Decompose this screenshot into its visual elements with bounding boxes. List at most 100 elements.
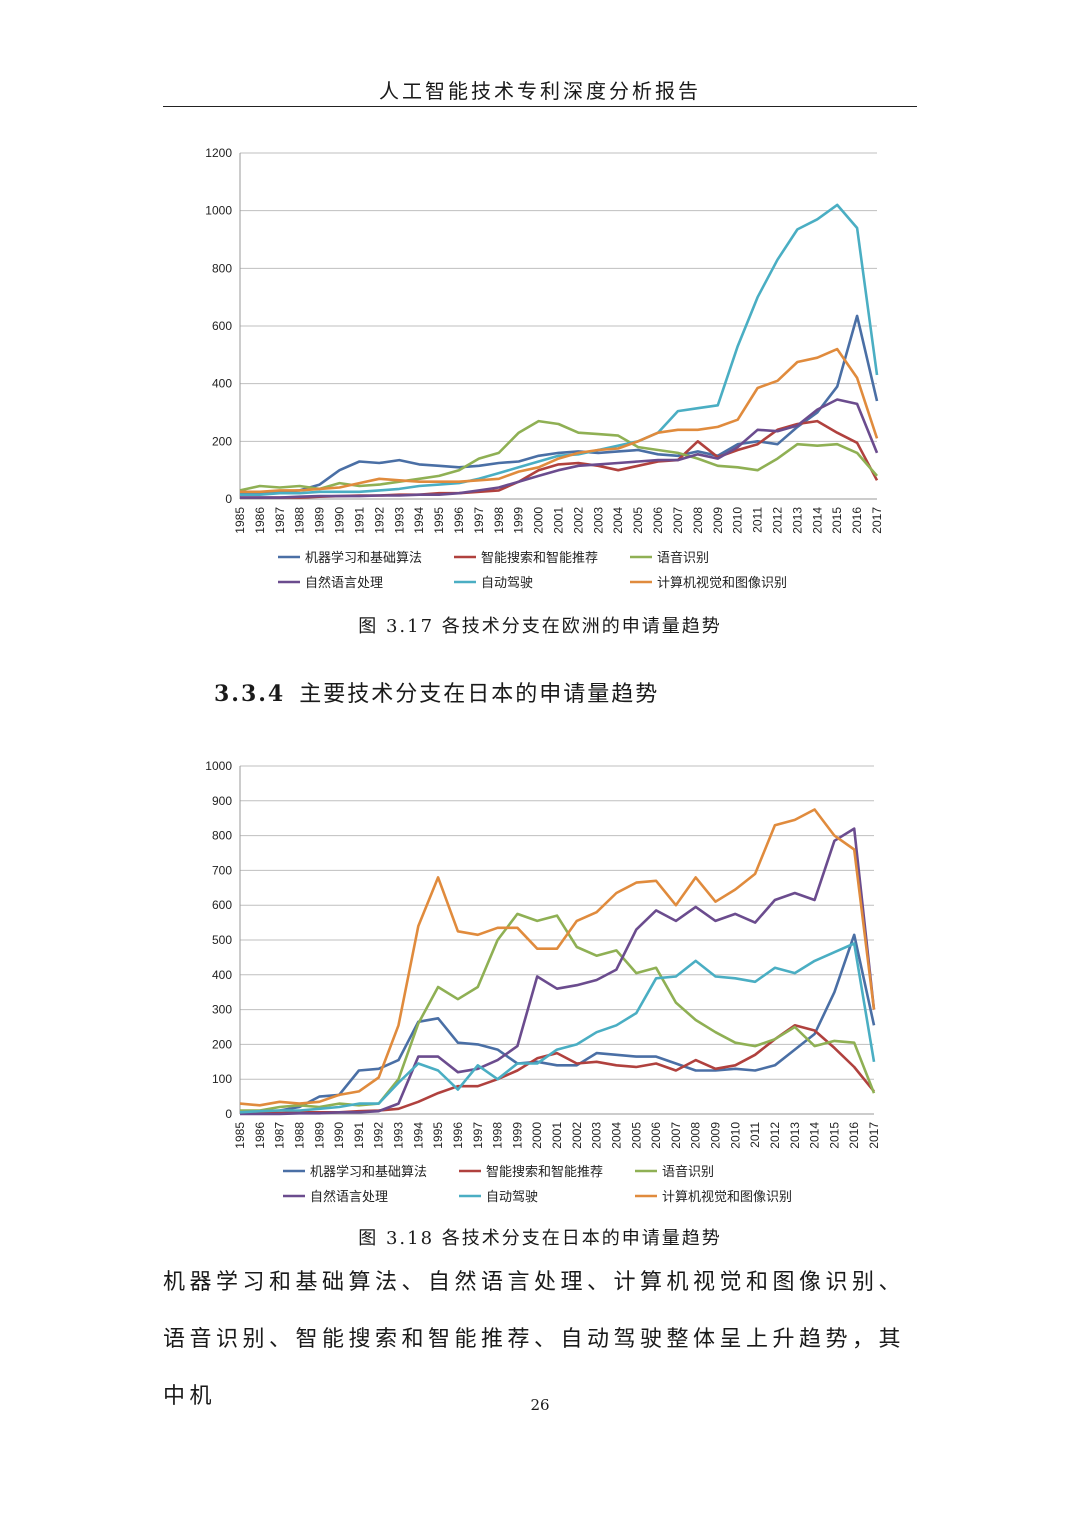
series-line-3 <box>240 398 879 499</box>
x-tick-label: 2001 <box>552 507 566 534</box>
legend-label: 计算机视觉和图像识别 <box>657 576 787 591</box>
y-tick-label: 500 <box>212 933 232 947</box>
y-tick-label: 600 <box>212 898 232 912</box>
series-line-1 <box>239 1023 876 1115</box>
x-tick-label: 1991 <box>352 507 366 534</box>
y-tick-label: 800 <box>212 261 232 275</box>
series-line-5 <box>240 347 879 494</box>
page-header-title: 人工智能技术专利深度分析报告 <box>379 79 701 103</box>
x-tick-label: 1999 <box>510 1122 524 1149</box>
y-tick-label: 1200 <box>205 146 232 160</box>
legend-label: 自然语言处理 <box>305 575 383 591</box>
x-tick-label: 2000 <box>532 507 546 534</box>
x-tick-label: 1996 <box>451 1122 465 1149</box>
y-tick-label: 0 <box>225 492 232 506</box>
chart-europe-svg: 0 200 400 600 800 1000 1200 1985 1986 1987 1988 198… <box>205 146 884 591</box>
y-tick-label: 1000 <box>205 759 232 773</box>
x-tick-label: 2012 <box>768 1122 782 1149</box>
series-line-4 <box>239 942 876 1114</box>
x-tick-label: 1998 <box>492 507 506 534</box>
x-tick-label: 1986 <box>253 1122 267 1149</box>
x-tick-label: 2014 <box>808 1122 822 1149</box>
y-tick-label: 800 <box>212 829 232 843</box>
x-tick-label: 2004 <box>611 507 625 534</box>
x-tick-label: 2007 <box>671 507 685 534</box>
chart-europe: 0 200 400 600 800 1000 1200 1985 1986 1987 1988 198… <box>163 140 917 600</box>
x-tick-label: 2000 <box>530 1122 544 1149</box>
series-line-0 <box>240 314 879 495</box>
x-tick-label: 2015 <box>830 507 844 534</box>
x-tick-label: 2002 <box>570 1122 584 1149</box>
figure-3-17-caption: 图 3.17 各技术分支在欧洲的申请量趋势 <box>358 616 722 637</box>
x-tick-label: 2006 <box>649 1122 663 1149</box>
x-tick-label: 2003 <box>591 507 605 534</box>
x-tick-label: 1988 <box>293 507 307 534</box>
x-tick-label: 1993 <box>392 507 406 534</box>
series-line-3 <box>240 827 876 1116</box>
y-tick-label: 0 <box>225 1107 232 1121</box>
x-tick-label: 1994 <box>412 507 426 534</box>
page-number: 26 <box>530 1396 550 1414</box>
x-tick-label: 1988 <box>292 1122 306 1149</box>
x-tick-label: 2009 <box>711 507 725 534</box>
legend-label: 机器学习和基础算法 <box>310 1164 427 1180</box>
series-line-2 <box>240 912 876 1112</box>
legend-label: 自动驾驶 <box>481 576 533 591</box>
y-tick-label: 400 <box>212 968 232 982</box>
x-tick-label: 1992 <box>372 1122 386 1149</box>
x-tick-label: 2003 <box>590 1122 604 1149</box>
x-tick-label: 2013 <box>790 507 804 534</box>
x-tick-label: 2013 <box>788 1122 802 1149</box>
x-tick-label: 1997 <box>472 507 486 534</box>
legend-label: 计算机视觉和图像识别 <box>662 1190 792 1205</box>
legend-label: 语音识别 <box>662 1164 714 1180</box>
section-heading: 3.3.4 主要技术分支在日本的申请量趋势 <box>214 676 659 708</box>
y-tick-label: 100 <box>212 1072 232 1086</box>
x-tick-label: 2009 <box>709 1122 723 1149</box>
y-tick-label: 200 <box>212 434 232 448</box>
figure-3-18-caption: 图 3.18 各技术分支在日本的申请量趋势 <box>358 1228 722 1249</box>
legend-label: 语音识别 <box>657 550 709 566</box>
legend-label: 智能搜索和智能推荐 <box>486 1165 603 1180</box>
y-tick-label: 400 <box>212 377 232 391</box>
y-tick-label: 200 <box>212 1037 232 1051</box>
x-tick-label: 1987 <box>273 507 287 534</box>
series-line-0 <box>239 933 876 1114</box>
x-tick-label: 2008 <box>691 507 705 534</box>
legend-label: 自动驾驶 <box>486 1190 538 1205</box>
x-tick-label: 1995 <box>432 507 446 534</box>
x-tick-label: 1991 <box>352 1122 366 1149</box>
x-tick-label: 1995 <box>431 1122 445 1149</box>
x-tick-label: 2017 <box>870 507 884 534</box>
x-tick-label: 1999 <box>512 507 526 534</box>
x-tick-label: 2005 <box>629 1122 643 1149</box>
series-line-2 <box>239 419 878 492</box>
x-tick-label: 1994 <box>411 1122 425 1149</box>
x-tick-label: 2007 <box>669 1122 683 1149</box>
x-tick-label: 1986 <box>253 507 267 534</box>
x-tick-label: 1990 <box>333 507 347 534</box>
body-paragraph-line-1: 机器学习和基础算法、自然语言处理、计算机视觉和图像识别、 <box>163 1270 906 1295</box>
x-tick-label: 2006 <box>651 507 665 534</box>
body-paragraph-line-2: 语音识别、智能搜索和智能推荐、自动驾驶整体呈上升趋势，其中机 <box>163 1327 906 1409</box>
x-tick-label: 2010 <box>728 1122 742 1149</box>
legend-label: 智能搜索和智能推荐 <box>481 551 598 566</box>
y-tick-label: 300 <box>212 1003 232 1017</box>
legend-label: 机器学习和基础算法 <box>305 550 422 566</box>
y-tick-label: 1000 <box>205 204 232 218</box>
x-tick-label: 1985 <box>233 1122 247 1149</box>
x-tick-label: 1993 <box>392 1122 406 1149</box>
x-tick-label: 2005 <box>631 507 645 534</box>
x-tick-label: 1996 <box>452 507 466 534</box>
x-tick-label: 2002 <box>571 507 585 534</box>
y-tick-label: 600 <box>212 319 232 333</box>
header-divider <box>163 106 917 107</box>
x-tick-label: 2012 <box>770 507 784 534</box>
x-tick-label: 2001 <box>550 1122 564 1149</box>
section-number: 3.3.4 <box>214 681 286 707</box>
y-tick-label: 700 <box>212 863 232 877</box>
x-tick-label: 2004 <box>609 1122 623 1149</box>
series-line-4 <box>240 203 879 497</box>
x-tick-label: 1989 <box>312 1122 326 1149</box>
legend-label: 自然语言处理 <box>310 1189 388 1205</box>
